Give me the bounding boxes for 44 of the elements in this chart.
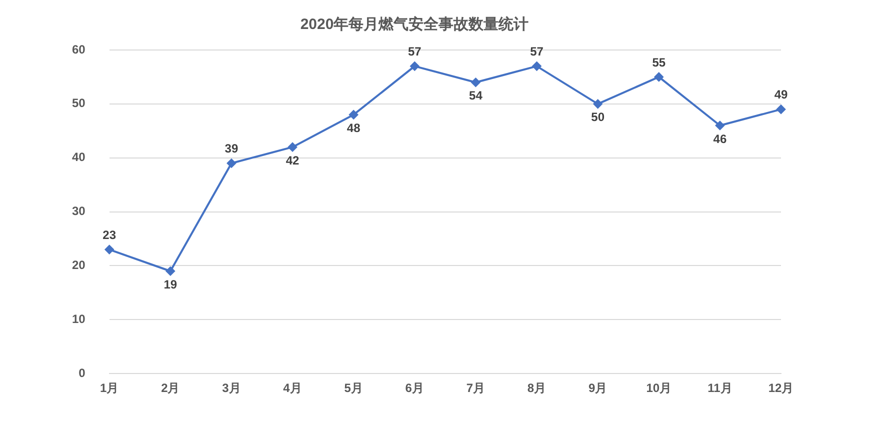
x-tick-label: 3月 — [222, 381, 241, 396]
y-tick-label: 20 — [72, 258, 86, 272]
data-label: 42 — [286, 153, 300, 168]
x-tick-label: 11月 — [708, 381, 732, 396]
point — [715, 121, 724, 130]
point — [471, 78, 480, 87]
x-tick-label: 5月 — [344, 381, 363, 396]
point — [410, 62, 420, 71]
point — [654, 72, 664, 82]
data-label: 57 — [530, 44, 544, 58]
point — [776, 104, 786, 114]
x-tick-label: 4月 — [283, 381, 302, 396]
point — [226, 158, 236, 168]
point — [288, 142, 298, 152]
data-label: 23 — [102, 228, 116, 242]
x-tick-label: 12月 — [768, 381, 794, 396]
data-label: 49 — [774, 88, 788, 102]
y-tick-label: 0 — [78, 366, 86, 380]
data-label: 57 — [408, 44, 422, 58]
y-tick-label: 30 — [72, 204, 86, 218]
x-tick-label: 2月 — [161, 381, 180, 396]
point — [349, 110, 358, 120]
point — [532, 62, 542, 71]
x-tick-label: 1月 — [100, 381, 119, 396]
data-label: 50 — [591, 110, 605, 124]
x-tick-label: 8月 — [527, 381, 546, 396]
data-label: 39 — [224, 142, 238, 156]
y-tick-label: 60 — [72, 42, 86, 56]
x-tick-label: 10月 — [646, 381, 672, 396]
x-tick-label: 9月 — [588, 381, 608, 396]
data-label: 48 — [346, 121, 361, 136]
chart-title: 2020年每月燃气安全事故数量统计 — [300, 15, 529, 34]
y-tick-label: 50 — [72, 96, 86, 110]
point — [593, 99, 602, 108]
x-tick-label: 7月 — [466, 381, 486, 396]
data-label: 46 — [713, 132, 727, 146]
data-label: 54 — [469, 88, 483, 103]
x-tick-label: 6月 — [405, 381, 424, 396]
data-label: 19 — [164, 277, 178, 292]
point — [104, 245, 114, 254]
y-tick-label: 10 — [72, 312, 86, 326]
data-label: 55 — [652, 55, 666, 70]
y-tick-label: 40 — [72, 150, 86, 164]
point — [166, 266, 175, 276]
